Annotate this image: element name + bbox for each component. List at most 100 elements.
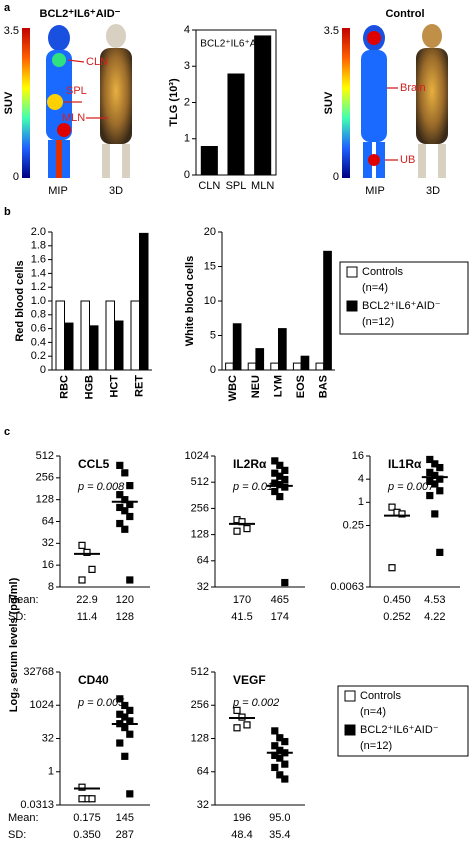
point — [78, 541, 86, 549]
colorbar-tick: 0 — [333, 171, 339, 183]
sd-label: 0.252 — [383, 611, 411, 623]
y-tick-label: 512 — [191, 666, 209, 678]
chart-title: IL1Rα — [388, 457, 422, 471]
x-tick-label: SPL — [226, 180, 247, 192]
point — [398, 510, 406, 518]
y-tick-label: 4 — [184, 24, 190, 36]
point — [116, 519, 124, 528]
point — [121, 713, 129, 721]
sd-label: 287 — [116, 829, 134, 841]
y-tick-label: 32 — [197, 581, 209, 593]
point — [121, 723, 129, 732]
mean-label: 4.53 — [424, 594, 445, 606]
chart-title: IL2Rα — [233, 457, 267, 471]
bar — [139, 232, 149, 371]
annotation: Brain — [400, 82, 426, 94]
panel-title: BCL2⁺IL6⁺AID⁻ — [40, 8, 121, 20]
mean-label: 196 — [233, 812, 251, 824]
point — [116, 739, 124, 747]
point — [276, 492, 284, 501]
sd-label: 174 — [271, 611, 289, 623]
y-tick-label: 4 — [358, 473, 364, 485]
point — [233, 527, 241, 535]
legend-swatch — [344, 724, 356, 736]
annotation: p = 0.005 — [77, 697, 125, 709]
point — [121, 701, 129, 710]
y-tick-label: 512 — [191, 476, 209, 488]
panel-title: Control — [385, 8, 424, 20]
point — [431, 510, 439, 518]
point — [233, 724, 241, 732]
y-tick-label: 32768 — [23, 666, 54, 678]
y-tick-label: 0.4 — [31, 336, 46, 348]
point — [233, 706, 241, 714]
point — [83, 548, 91, 556]
bar — [55, 300, 65, 371]
point — [126, 706, 134, 714]
bar — [247, 362, 257, 371]
colorbar-label: SUV — [3, 91, 15, 114]
y-tick-label: 1024 — [185, 450, 209, 462]
point — [88, 795, 96, 803]
point — [271, 727, 279, 735]
y-tick-label: 1 — [358, 496, 364, 508]
sd-label: 11.4 — [77, 611, 98, 623]
colorbar-tick: 0 — [13, 171, 19, 183]
x-tick-label: HCT — [108, 375, 120, 398]
y-tick-label: 0.25 — [343, 519, 364, 531]
render-3d-image — [92, 22, 140, 180]
sd-label: 35.4 — [269, 829, 290, 841]
mean-label: 0.450 — [383, 594, 411, 606]
y-tick-label: 1024 — [30, 699, 54, 711]
point — [426, 455, 434, 464]
bar — [227, 73, 245, 175]
point — [431, 471, 439, 480]
point — [121, 752, 129, 760]
bar — [80, 300, 90, 371]
point — [281, 578, 289, 587]
y-axis-label: White blood cells — [184, 256, 196, 346]
image-label: MIP — [365, 185, 385, 197]
x-tick-label: NEU — [250, 375, 262, 398]
y-tick-label: 2.0 — [31, 226, 46, 238]
mean-label: 95.0 — [269, 812, 290, 824]
bar — [64, 322, 74, 371]
point — [126, 790, 134, 798]
point — [243, 525, 251, 533]
point — [271, 763, 279, 772]
legend-swatch — [344, 690, 356, 702]
point — [78, 795, 86, 803]
image-label: 3D — [109, 185, 123, 197]
x-tick-label: HGB — [83, 375, 95, 400]
bar — [255, 348, 265, 371]
sd-label: 0.350 — [73, 829, 101, 841]
y-tick-label: 128 — [191, 732, 209, 744]
y-tick-label: 0.0063 — [330, 581, 364, 593]
y-tick-label: 32 — [197, 799, 209, 811]
y-tick-label: 1.4 — [31, 267, 46, 279]
image-label: MIP — [48, 185, 68, 197]
annotation: p = 0.007 — [387, 481, 435, 493]
y-tick-label: 1.0 — [31, 295, 46, 307]
mean-label: 0.175 — [73, 812, 101, 824]
point — [281, 760, 289, 768]
point — [243, 721, 251, 729]
bar — [200, 146, 218, 175]
point — [276, 734, 284, 742]
point — [271, 742, 279, 750]
chart-title: VEGF — [233, 673, 266, 687]
y-tick-label: 256 — [191, 502, 209, 514]
y-tick-label: 1.6 — [31, 254, 46, 266]
sd-label: 41.5 — [231, 611, 252, 623]
row-label: SD: — [8, 829, 26, 841]
point — [436, 487, 444, 495]
point — [126, 576, 134, 584]
panel-label: a — [4, 2, 11, 14]
mean-label: 465 — [271, 594, 289, 606]
annotation: p = 0.008 — [77, 481, 125, 493]
legend-box — [337, 685, 469, 757]
bar — [315, 362, 325, 371]
sd-label: 4.22 — [424, 611, 445, 623]
colorbar-tick: 3.5 — [324, 25, 339, 37]
